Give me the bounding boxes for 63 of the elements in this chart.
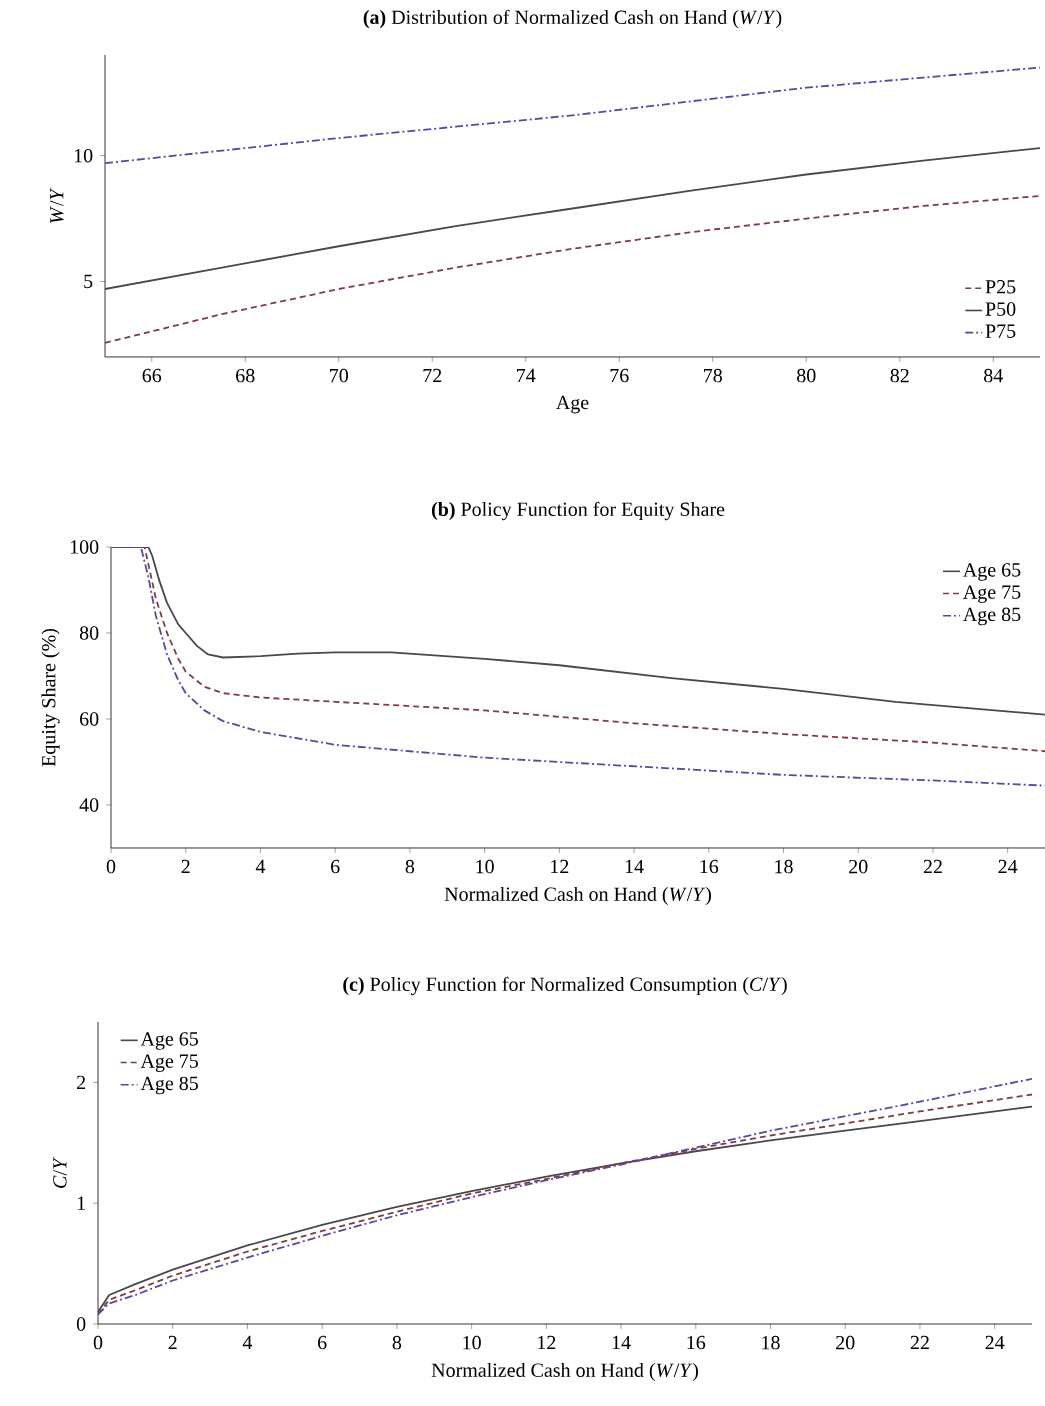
- x-tick-label: 82: [890, 368, 909, 383]
- x-tick-label: 20: [836, 1335, 855, 1350]
- y-axis-title: Equity Share (%): [41, 628, 60, 767]
- x-tick-label: 8: [392, 1335, 402, 1350]
- x-tick-label: 6: [331, 859, 340, 874]
- x-tick-label: 24: [998, 859, 1018, 874]
- line-series: [105, 195, 1041, 344]
- y-tick-label: 80: [79, 626, 99, 640]
- y-tick-label: 100: [70, 540, 99, 554]
- y-tick-label: 0: [76, 1317, 86, 1331]
- x-tick-label: 24: [985, 1335, 1005, 1350]
- y-tick-label: 1: [77, 1196, 85, 1210]
- x-tick-label: 80: [797, 368, 816, 383]
- legend-label: P75: [985, 324, 1016, 338]
- x-tick-label: 12: [538, 1335, 556, 1350]
- x-tick-label: 20: [849, 859, 868, 874]
- y-tick-label: 5: [84, 274, 93, 289]
- x-tick-label: 66: [142, 368, 162, 383]
- x-tick-label: 10: [463, 1335, 481, 1350]
- x-tick-label: 84: [984, 368, 1003, 383]
- legend-label: Age 65: [140, 1032, 198, 1050]
- x-tick-label: 76: [610, 368, 629, 383]
- x-tick-label: 22: [923, 859, 942, 874]
- y-tick-label: 40: [79, 798, 99, 812]
- x-tick-label: 68: [236, 368, 255, 383]
- x-tick-label: 70: [330, 368, 348, 383]
- legend-label: Age 85: [963, 607, 1021, 626]
- legend-label: P25: [985, 280, 1016, 294]
- x-axis-title: Age: [556, 395, 589, 414]
- line-series: [105, 66, 1041, 165]
- x-tick-label: 10: [476, 859, 494, 874]
- x-axis-title: Normalized Cash on Hand (W/Y): [444, 886, 711, 906]
- x-tick-label: 12: [551, 859, 569, 874]
- legend-label: P50: [985, 302, 1016, 316]
- x-tick-label: 2: [168, 1335, 177, 1350]
- x-tick-label: 0: [106, 859, 116, 874]
- chart-title: (c) Policy Function for Normalized Consumption (C/Y): [343, 976, 787, 996]
- chart-title: (a) Distribution of Normalized Cash on Hand (W/Y): [363, 9, 782, 29]
- y-tick-label: 2: [77, 1075, 86, 1090]
- x-tick-label: 8: [405, 859, 415, 874]
- x-axis-title: Normalized Cash on Hand (W/Y): [431, 1362, 698, 1382]
- x-tick-label: 6: [318, 1335, 327, 1350]
- x-tick-label: 14: [612, 1335, 631, 1350]
- x-tick-label: 4: [255, 859, 266, 874]
- x-tick-label: 16: [700, 859, 719, 874]
- legend-label: Age 75: [140, 1054, 198, 1072]
- x-tick-label: 74: [517, 368, 536, 382]
- x-tick-label: 22: [910, 1335, 929, 1350]
- y-tick-label: 10: [74, 148, 93, 163]
- x-tick-label: 18: [762, 1335, 780, 1350]
- x-tick-label: 4: [242, 1335, 253, 1350]
- x-tick-label: 72: [423, 368, 442, 383]
- y-tick-label: 60: [80, 712, 99, 726]
- y-axis-title: W/Y: [50, 187, 64, 223]
- x-tick-label: 16: [687, 1335, 706, 1350]
- x-tick-label: 18: [775, 859, 793, 874]
- x-tick-label: 78: [704, 368, 722, 383]
- legend-label: Age 75: [963, 585, 1021, 603]
- x-tick-label: 2: [181, 859, 190, 874]
- x-tick-label: 14: [625, 859, 644, 874]
- legend-label: Age 85: [140, 1076, 198, 1095]
- legend-label: Age 65: [963, 563, 1021, 581]
- chart-title: (b) Policy Function for Equity Share: [431, 501, 725, 521]
